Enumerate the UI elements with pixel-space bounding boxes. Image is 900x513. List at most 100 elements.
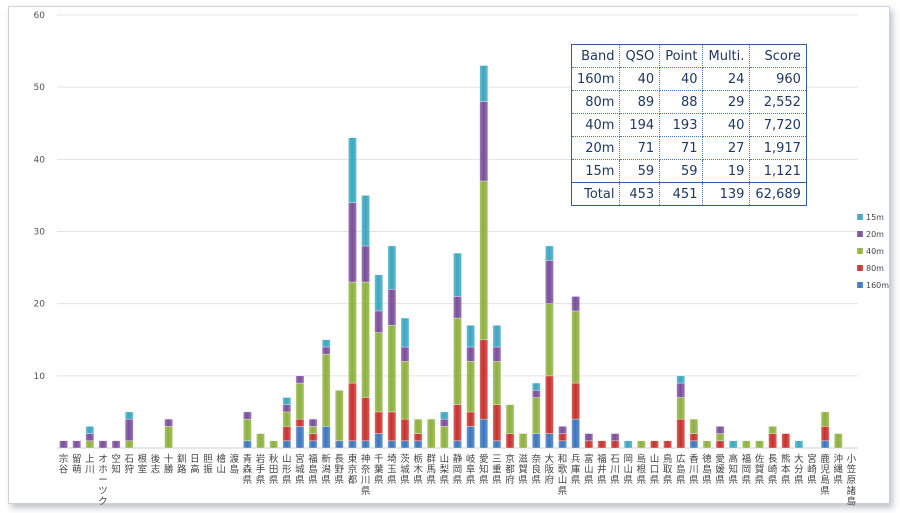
bar-segment-80m: [453, 404, 462, 442]
bar-segment-15m: [453, 252, 462, 297]
bar-segment-40m: [439, 426, 449, 449]
bar-segment-80m: [545, 375, 554, 434]
bar-segment-80m: [387, 411, 397, 442]
bar-segment-80m: [308, 433, 318, 442]
category-label: 千葉県: [374, 454, 384, 486]
bar-segment-40m: [453, 317, 462, 406]
bar-segment-80m: [650, 440, 659, 449]
cell-multi: 24: [702, 67, 751, 91]
cell-band: 80m: [570, 90, 621, 114]
cell-qso: 89: [619, 90, 661, 114]
score-row-160m: 160m 40 40 24 960: [570, 67, 807, 91]
category-label: 三重県: [492, 454, 502, 486]
bar-segment-40m: [243, 418, 252, 442]
category-label: 高知県: [728, 453, 738, 486]
bar-segment-40m: [531, 397, 541, 434]
category-label: 山口県: [650, 454, 660, 486]
category-label: 小笠原諸島: [847, 454, 857, 507]
bar-segment-160m: [387, 440, 397, 449]
y-tick-label: 50: [34, 83, 46, 93]
category-label: 宗谷: [59, 453, 69, 476]
bar-segment-20m: [439, 418, 449, 427]
bar-segment-160m: [545, 433, 554, 449]
category-label: 檜山: [216, 453, 226, 476]
bar-segment-20m: [98, 440, 108, 449]
bar-segment-160m: [295, 426, 305, 449]
category-label: 十勝: [164, 453, 174, 476]
category-label: 島根県: [637, 453, 647, 486]
legend-label-40m: 40m: [866, 247, 884, 256]
cell-multi: 40: [702, 113, 751, 137]
category-label: 根室: [138, 453, 148, 476]
cell-qso: 71: [619, 136, 661, 160]
category-label: 広島県: [676, 453, 686, 486]
bar-segment-80m: [610, 440, 620, 449]
bar-segment-20m: [715, 426, 725, 434]
bar-segment-15m: [676, 375, 686, 384]
category-label: 山形県: [282, 454, 292, 486]
cell-band: 20m: [570, 136, 621, 160]
bar-segment-160m: [308, 440, 318, 449]
y-tick-label: 20: [34, 300, 46, 310]
cell-score: 960: [749, 67, 807, 91]
bar-segment-40m: [426, 418, 436, 449]
bar-segment-15m: [124, 411, 134, 420]
legend-swatch-40m: [857, 248, 863, 254]
bar-segment-20m: [295, 375, 305, 384]
bar-segment-40m: [124, 440, 134, 449]
bar-segment-80m: [505, 433, 515, 449]
category-label: 日高: [190, 454, 200, 476]
bar-segment-160m: [492, 440, 502, 449]
bar-segment-20m: [243, 411, 252, 420]
bar-segment-80m: [282, 426, 292, 442]
bar-segment-40m: [85, 440, 95, 449]
category-label: 奈良県: [532, 453, 542, 486]
bar-segment-40m: [413, 418, 423, 434]
bar-segment-40m: [256, 433, 265, 449]
bar-segment-40m: [833, 433, 843, 449]
bar-segment-80m: [374, 411, 384, 434]
score-row-40m: 40m 194 193 40 7,720: [570, 113, 807, 137]
legend-swatch-160m: [857, 282, 863, 288]
category-label: 上川: [85, 454, 95, 476]
category-label: 熊本県: [781, 453, 791, 486]
bar-segment-40m: [269, 440, 279, 449]
category-label: 京都府: [505, 453, 515, 486]
category-label: 石狩: [124, 454, 134, 476]
category-label: 神奈川県: [361, 453, 371, 497]
bar-segment-15m: [374, 274, 384, 312]
header-band: Band: [570, 44, 621, 68]
bar-segment-15m: [282, 397, 292, 406]
cell-score: 1,917: [749, 136, 807, 160]
bar-segment-40m: [479, 180, 489, 341]
bar-segment-80m: [781, 433, 791, 449]
y-tick-label: 40: [34, 155, 46, 165]
bar-segment-40m: [545, 303, 554, 377]
score-table-header-row: Band QSO Point Multi. Score: [570, 44, 807, 68]
bar-segment-40m: [321, 353, 331, 427]
bar-segment-20m: [124, 418, 134, 442]
bar-segment-20m: [308, 418, 318, 427]
legend-label-20m: 20m: [866, 230, 884, 239]
category-label: 福井県: [597, 453, 607, 486]
bar-segment-20m: [321, 346, 331, 355]
bar-segment-20m: [479, 101, 489, 182]
category-label: 富山県: [584, 453, 594, 486]
category-label: 石川県: [610, 454, 620, 486]
bar-segment-160m: [413, 440, 423, 449]
cell-qso: 194: [619, 113, 661, 137]
bar-segment-15m: [466, 325, 475, 348]
category-label: 鳥取県: [663, 453, 673, 486]
bar-segment-40m: [282, 411, 292, 427]
legend-label-15m: 15m: [866, 213, 884, 222]
bar-segment-80m: [479, 339, 489, 420]
category-label: 沖縄県: [834, 453, 844, 486]
bar-segment-20m: [584, 433, 594, 442]
bar-segment-160m: [689, 440, 699, 449]
legend-swatch-20m: [857, 231, 863, 237]
category-label: 新潟県: [321, 453, 331, 486]
cell-qso: 59: [619, 159, 661, 183]
cell-point: 451: [659, 182, 704, 206]
cell-point: 40: [659, 67, 704, 91]
